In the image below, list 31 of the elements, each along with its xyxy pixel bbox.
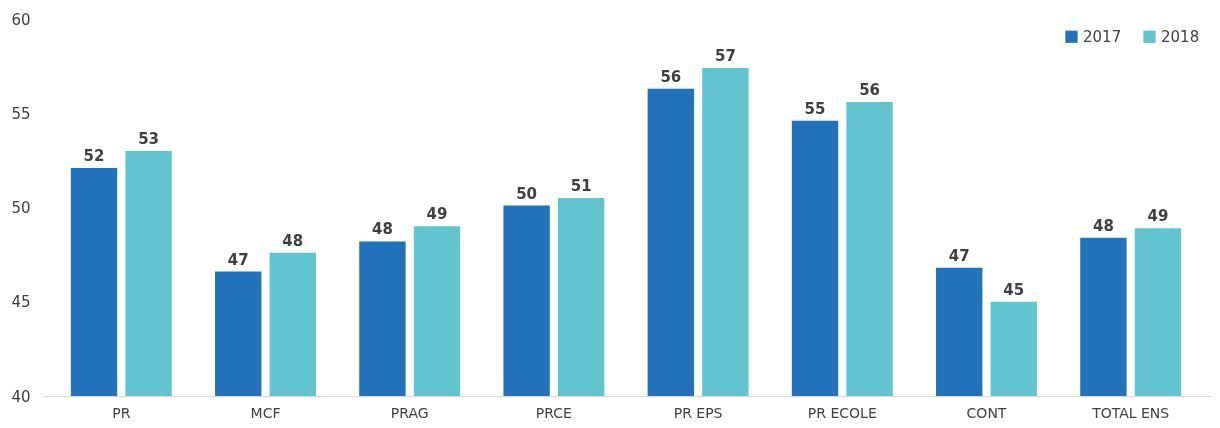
data-label: 48 — [371, 220, 393, 239]
data-label: 55 — [804, 99, 826, 118]
data-label: 57 — [714, 47, 736, 66]
x-tick-label: PR — [112, 404, 131, 421]
data-label: 56 — [859, 80, 881, 99]
data-label: 52 — [83, 146, 105, 165]
x-tick-label: PR EPS — [673, 404, 723, 421]
x-tick-label: TOTAL ENS — [1091, 404, 1170, 421]
data-label: 48 — [1092, 216, 1114, 235]
data-label: 51 — [570, 177, 592, 196]
data-label: 50 — [516, 184, 538, 203]
x-tick-label: CONT — [966, 404, 1007, 421]
y-tick-label: 40 — [11, 387, 31, 406]
legend-label: 2018 — [1161, 27, 1200, 46]
x-tick-label: PRAG — [390, 404, 429, 421]
x-tick-label: MCF — [250, 404, 281, 421]
legend-label: 2017 — [1083, 27, 1122, 46]
x-tick-label: PR ECOLE — [807, 404, 877, 421]
y-tick-label: 45 — [11, 293, 31, 312]
y-tick-label: 60 — [11, 10, 31, 29]
x-tick-label: PRCE — [535, 404, 572, 421]
data-label: 56 — [660, 67, 682, 86]
data-label: 53 — [138, 129, 160, 148]
data-label: 48 — [282, 231, 304, 250]
data-label: 47 — [227, 250, 249, 269]
data-label: 45 — [1003, 280, 1025, 299]
y-tick-label: 50 — [11, 199, 31, 217]
data-label: 49 — [426, 205, 448, 224]
y-tick-label: 55 — [11, 104, 31, 123]
data-label: 47 — [948, 246, 970, 265]
data-label: 49 — [1147, 207, 1169, 226]
